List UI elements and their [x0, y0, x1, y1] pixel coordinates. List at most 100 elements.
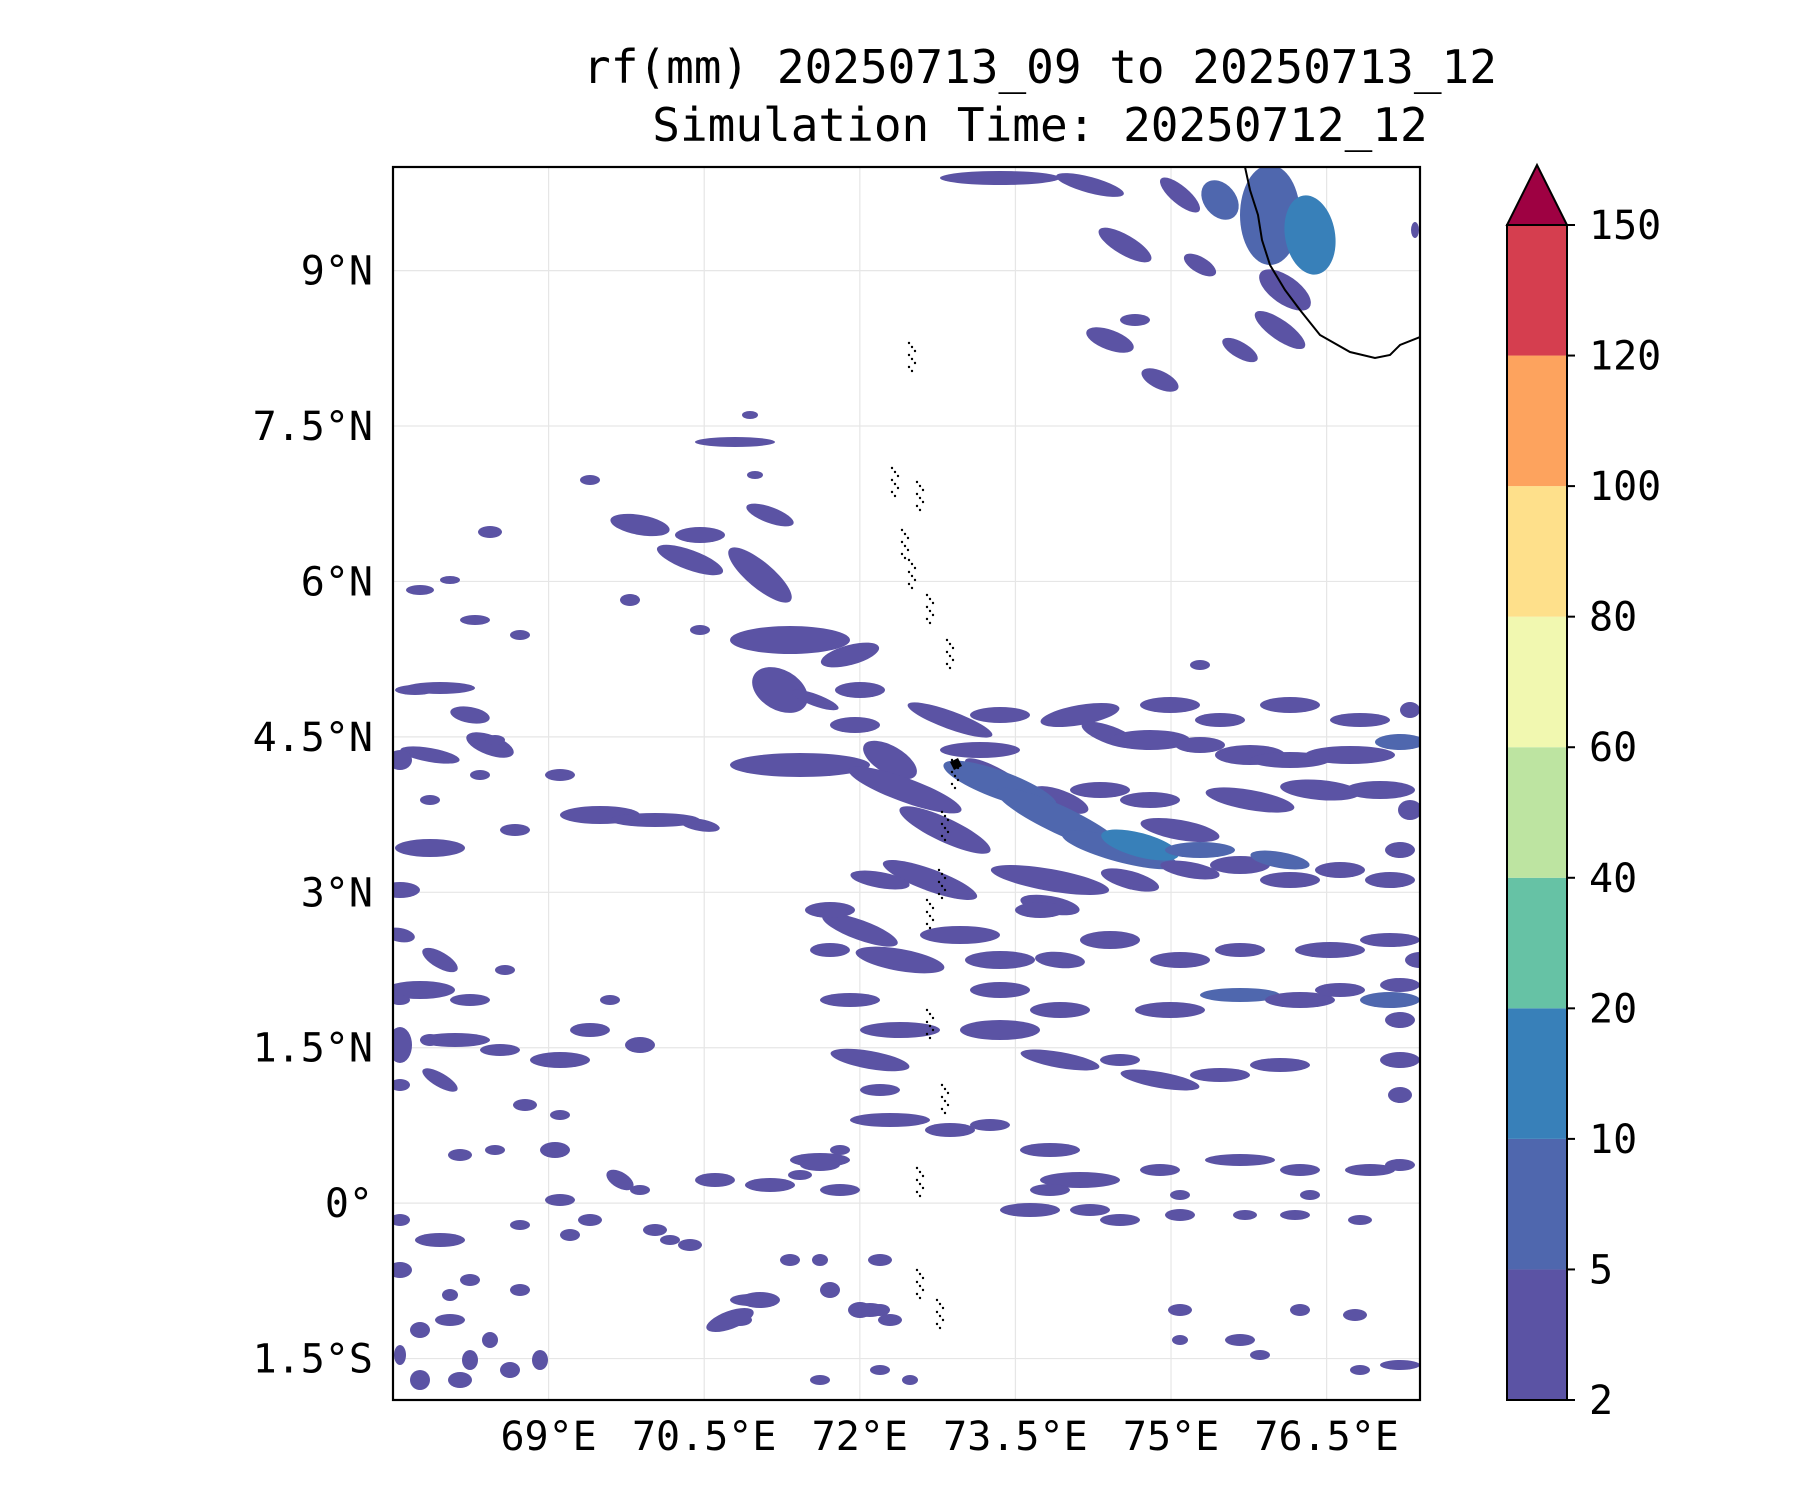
- island-outline: [950, 758, 954, 762]
- rain-cell: [570, 1023, 610, 1037]
- rain-cell: [812, 1254, 828, 1266]
- rain-cell: [1250, 1350, 1270, 1360]
- island-outline: [931, 1028, 935, 1032]
- island-outline: [913, 361, 917, 365]
- colorbar-label: 120: [1589, 334, 1661, 380]
- rain-cell: [868, 1254, 892, 1266]
- island-outline: [915, 492, 919, 496]
- lat-tick-label: 1.5°N: [253, 1026, 373, 1072]
- rain-cell: [1305, 746, 1395, 764]
- colorbar-segment: [1507, 877, 1567, 1009]
- island-outline: [921, 1288, 925, 1292]
- island-outline: [946, 818, 950, 822]
- island-outline: [951, 658, 955, 662]
- island-outline: [935, 1322, 939, 1326]
- rain-cell: [1265, 992, 1335, 1008]
- rain-cell: [1280, 1164, 1320, 1176]
- island-outline: [940, 1095, 944, 1099]
- rain-cell: [1101, 829, 1179, 861]
- rain-cell: [410, 1322, 430, 1338]
- colorbar-label: 2: [1589, 1378, 1613, 1424]
- rain-cell: [560, 1229, 580, 1241]
- rain-cell: [830, 717, 880, 733]
- rain-cell: [1135, 1002, 1205, 1018]
- island-outline: [918, 496, 922, 500]
- island-outline: [918, 1194, 922, 1198]
- island-outline: [935, 1298, 939, 1302]
- rain-cell: [925, 1123, 975, 1137]
- island-outline: [931, 906, 935, 910]
- rain-cell: [1000, 1203, 1060, 1217]
- rain-cell: [1345, 1164, 1395, 1176]
- island-outline: [925, 1032, 929, 1036]
- rain-cell: [450, 706, 490, 724]
- rain-cell: [460, 615, 490, 625]
- rain-cell: [695, 1173, 735, 1187]
- rain-cell: [1254, 310, 1306, 350]
- rain-cell: [860, 1084, 900, 1096]
- rain-cell: [820, 1282, 840, 1298]
- rain-cell: [1290, 1304, 1310, 1316]
- rain-cell: [1210, 856, 1270, 874]
- rain-cell: [393, 1214, 410, 1226]
- rain-cell: [1120, 314, 1150, 326]
- rain-cell: [1365, 872, 1415, 888]
- island-outline: [950, 770, 954, 774]
- rain-cell: [643, 1224, 667, 1236]
- rain-cell: [860, 1022, 940, 1038]
- rain-cell: [1110, 730, 1190, 750]
- colorbar-segment: [1507, 225, 1567, 356]
- rain-cell: [1405, 952, 1420, 968]
- india-coastline: [1244, 167, 1420, 360]
- island-outline: [918, 1284, 922, 1288]
- island-outline: [915, 1166, 919, 1170]
- island-outline: [928, 1024, 932, 1028]
- island-outline: [906, 548, 910, 552]
- rain-cell: [830, 1048, 910, 1072]
- colorbar-segment: [1507, 1008, 1567, 1139]
- island-outline: [896, 474, 900, 478]
- rain-cell: [462, 1350, 478, 1370]
- rainfall-contours: [393, 167, 1420, 1390]
- island-outline: [937, 880, 941, 884]
- rain-cell: [393, 1079, 410, 1091]
- island-outline: [950, 782, 954, 786]
- rain-cell: [970, 982, 1030, 998]
- lat-tick-label: 9°N: [301, 249, 373, 295]
- rain-cell: [450, 994, 490, 1006]
- rain-cell: [625, 1037, 655, 1053]
- rain-cell: [448, 1372, 472, 1388]
- island-outline: [893, 470, 897, 474]
- island-outline: [907, 341, 911, 345]
- colorbar-label: 5: [1589, 1247, 1613, 1293]
- lat-tick-label: 0°: [325, 1181, 373, 1227]
- rain-cell: [470, 770, 490, 780]
- island-outline: [918, 1272, 922, 1276]
- lat-tick-label: 6°N: [301, 559, 373, 605]
- rain-cell: [1250, 850, 1310, 870]
- island-outline: [948, 642, 952, 646]
- island-outline: [921, 1276, 925, 1280]
- island-outline: [946, 1091, 950, 1095]
- island-outline: [915, 1190, 919, 1194]
- rain-cell: [810, 1375, 830, 1385]
- island-outline: [910, 357, 914, 361]
- colorbar-segment: [1507, 1269, 1567, 1400]
- rain-cell: [532, 1350, 548, 1370]
- rain-cell: [540, 1142, 570, 1158]
- map-title: rf(mm) 20250713_09 to 20250713_12 Simula…: [390, 38, 1690, 154]
- longitude-ticks: 69°E 70.5°E 72°E 73.5°E 75°E 76.5°E: [500, 1414, 1398, 1460]
- island-outline: [945, 650, 949, 654]
- rain-cell: [480, 1044, 520, 1056]
- island-outline: [953, 774, 957, 778]
- island-outline: [928, 902, 932, 906]
- rain-cell: [730, 626, 850, 654]
- island-outline: [937, 892, 941, 896]
- rain-cell: [545, 769, 575, 781]
- rain-cell: [580, 475, 600, 485]
- colorbar-segment: [1507, 747, 1567, 878]
- lat-tick-label: 4.5°N: [253, 715, 373, 761]
- latitude-ticks: 9°N 7.5°N 6°N 4.5°N 3°N 1.5°N 0° 1.5°S: [253, 249, 373, 1383]
- rain-cell: [1086, 327, 1134, 353]
- island-outline: [915, 1292, 919, 1296]
